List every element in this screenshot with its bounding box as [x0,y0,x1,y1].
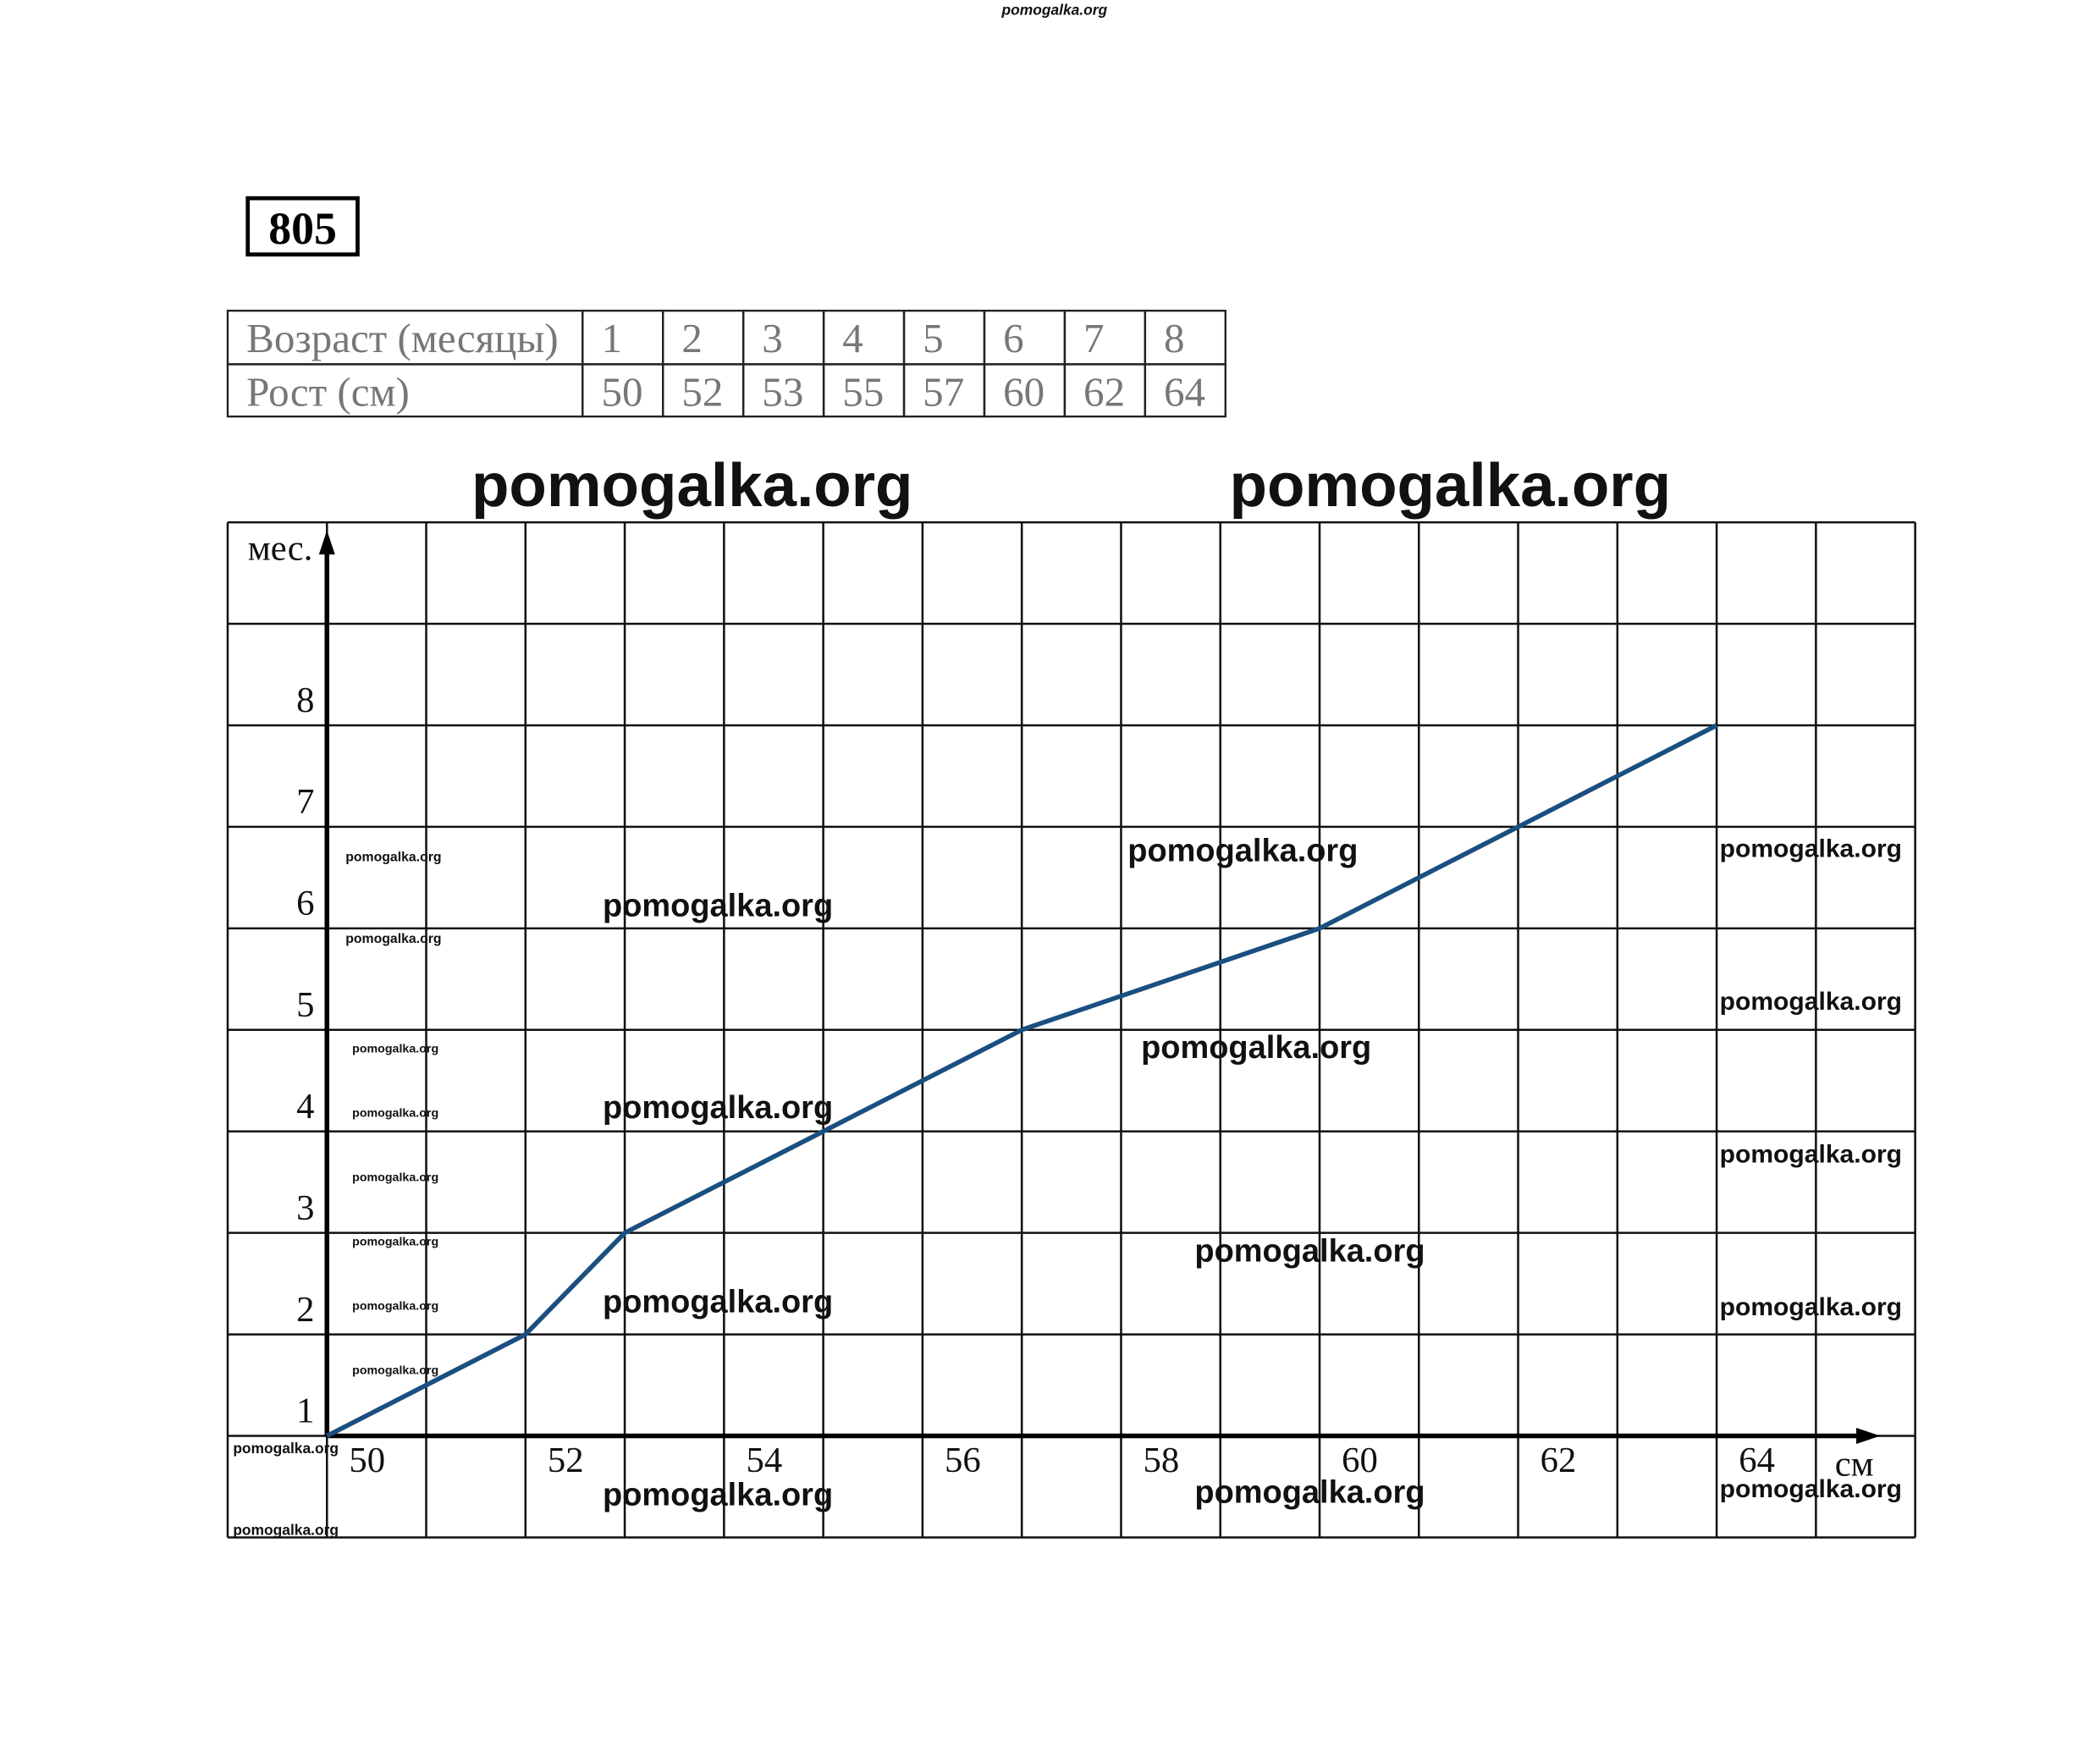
table-text: 62 [1083,368,1125,415]
watermark: pomogalka.org [345,932,441,946]
table-cell [983,309,1067,366]
watermark: pomogalka.org [1141,1030,1371,1066]
table-cell [1063,309,1147,366]
table-text: 50 [601,368,642,415]
x-tick-label: 50 [349,1441,385,1480]
y-tick-label: 7 [296,782,314,822]
watermark: pomogalka.org [1720,835,1902,863]
table-cell [662,309,745,366]
watermark: pomogalka.org [603,1090,833,1126]
x-tick-label: 58 [1144,1441,1180,1480]
x-tick-label: 60 [1342,1441,1378,1480]
table-cell [581,309,664,366]
watermark: pomogalka.org [603,888,833,923]
watermark: pomogalka.org [352,1043,438,1056]
watermark: pomogalka.org [1720,988,1902,1016]
watermark: pomogalka.org [352,1107,438,1121]
table-text: 55 [842,368,884,415]
table-cell [1144,363,1226,418]
table-text: 53 [762,368,803,415]
y-axis-arrow [318,530,335,555]
watermark: pomogalka.org [1127,833,1358,868]
y-tick-label: 1 [296,1391,314,1431]
data-line [325,723,1718,1438]
watermark: pomogalka.org [1194,1234,1425,1270]
table-text: 1 [601,315,622,361]
table-text: 4 [842,315,863,361]
y-tick-label: 8 [296,680,314,720]
watermark: pomogalka.org [603,1477,833,1512]
table-text: Возраст (месяцы) [246,315,559,361]
table-text: 2 [681,315,703,361]
table-text: 6 [1003,315,1024,361]
problem-number: 805 [268,203,337,254]
watermark: pomogalka.org [1001,1,1108,18]
watermark: pomogalka.org [233,1440,339,1457]
x-axis-label: см [1835,1445,1874,1485]
watermark: pomogalka.org [352,1364,438,1377]
x-tick-label: 64 [1739,1441,1775,1480]
watermark: pomogalka.org [233,1521,339,1538]
watermark: pomogalka.org [352,1299,438,1313]
table-cell [822,309,906,366]
watermark: pomogalka.org [352,1236,438,1249]
table-text: 57 [923,368,964,415]
y-tick-label: 5 [296,985,314,1025]
table-cell [741,309,825,366]
table-text: 5 [923,315,944,361]
table-text: 64 [1164,368,1205,415]
watermark: pomogalka.org [1720,1293,1902,1321]
watermark: pomogalka.org [1230,451,1672,520]
table-cell [1144,309,1226,366]
table-text: 60 [1003,368,1044,415]
watermark: pomogalka.org [345,850,441,864]
table-text: 3 [762,315,783,361]
x-axis-arrow [1856,1428,1881,1445]
table-text: Рост (см) [246,368,410,415]
watermark: pomogalka.org [1720,1140,1902,1168]
watermark: pomogalka.org [471,451,913,520]
y-tick-label: 4 [296,1087,314,1127]
table-text: 52 [681,368,723,415]
watermark: pomogalka.org [352,1171,438,1185]
y-axis-label: мес. [248,528,313,568]
problem-box [245,196,360,257]
x-tick-label: 54 [746,1441,782,1480]
table-text: 7 [1083,315,1105,361]
table-text: 8 [1164,315,1185,361]
watermark: pomogalka.org [1194,1474,1425,1510]
x-tick-label: 56 [945,1441,981,1480]
y-tick-label: 3 [296,1188,314,1228]
x-tick-label: 52 [548,1441,584,1480]
x-tick-label: 62 [1541,1441,1577,1480]
table-cell [902,309,986,366]
watermark: pomogalka.org [1720,1475,1902,1503]
y-tick-label: 6 [296,884,314,923]
y-tick-label: 2 [296,1290,314,1330]
watermark: pomogalka.org [603,1285,833,1320]
